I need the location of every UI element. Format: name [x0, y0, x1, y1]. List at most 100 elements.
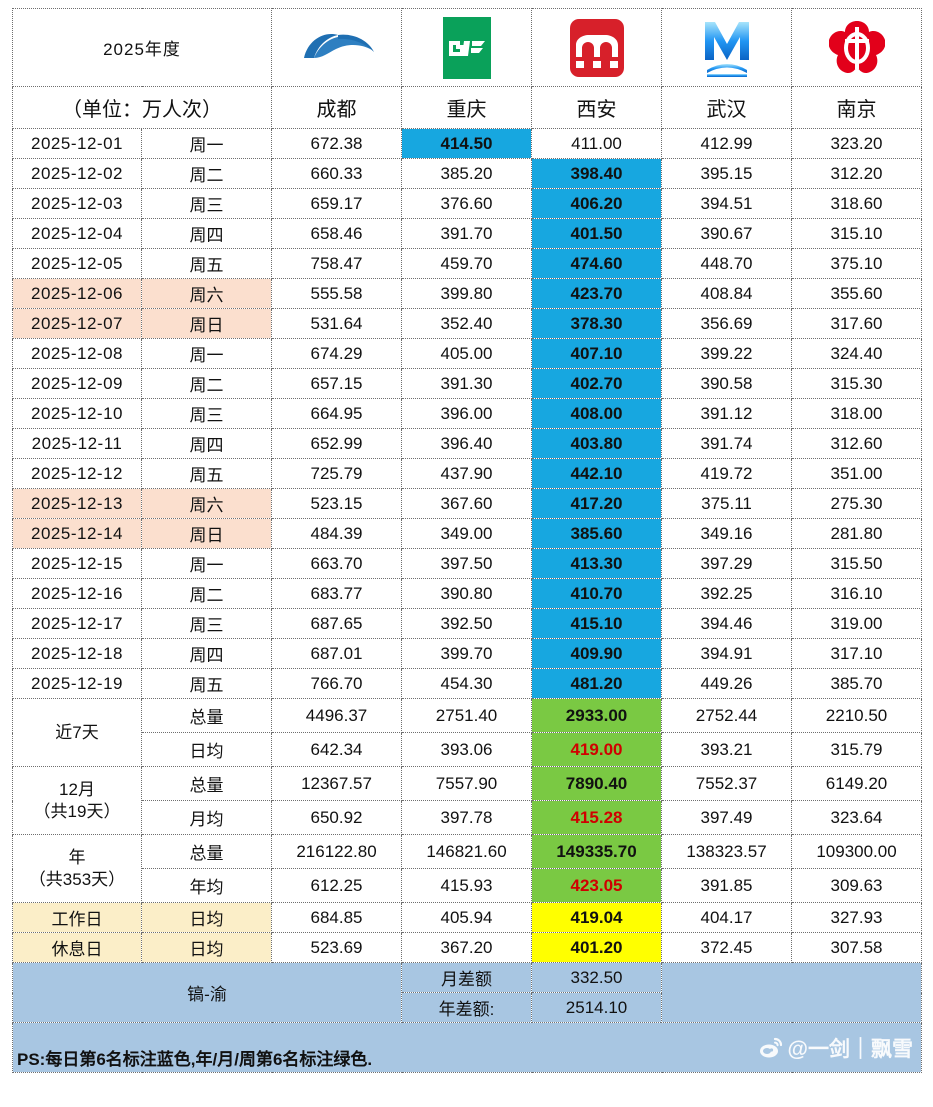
date-cell: 2025-12-16 [12, 578, 142, 609]
value-cell-武汉: 408.84 [661, 278, 793, 309]
date-cell: 2025-12-11 [12, 428, 142, 459]
table-row: 2025-12-02 周二 660.33 385.20 398.40 395.15 312.… [12, 158, 923, 189]
value-cell-南京: 275.30 [791, 488, 923, 519]
value-cell-南京: 351.00 [791, 458, 923, 489]
daytype-label: 工作日 [12, 902, 142, 933]
summary-value-武汉: 2752.44 [661, 698, 793, 733]
summary-value-重庆: 146821.60 [401, 834, 533, 869]
daytype-value-西安: 419.04 [531, 902, 663, 933]
weekday-cell: 周五 [140, 248, 273, 279]
date-cell: 2025-12-13 [12, 488, 142, 519]
value-cell-南京: 315.30 [791, 368, 923, 399]
value-cell-成都: 523.15 [271, 488, 403, 519]
table-row: 2025-12-09 周二 657.15 391.30 402.70 390.58 315.… [12, 368, 923, 399]
header-logo-row: 2025年度 [11, 8, 923, 87]
value-cell-重庆: 385.20 [401, 158, 533, 189]
value-cell-西安: 409.90 [531, 638, 663, 669]
value-cell-武汉: 448.70 [661, 248, 793, 279]
summary-value-成都: 642.34 [271, 732, 403, 767]
value-cell-武汉: 391.12 [661, 398, 793, 429]
summary-value-重庆: 397.78 [401, 800, 533, 835]
summary-value-西安: 149335.70 [531, 834, 663, 869]
value-cell-重庆: 376.60 [401, 188, 533, 219]
diff-band-filler [661, 962, 923, 1023]
value-cell-重庆: 399.70 [401, 638, 533, 669]
value-cell-成都: 683.77 [271, 578, 403, 609]
value-cell-西安: 442.10 [531, 458, 663, 489]
summary-value-武汉: 397.49 [661, 800, 793, 835]
xian-metro-logo [533, 12, 661, 84]
value-cell-南京: 317.60 [791, 308, 923, 339]
weekday-cell: 周日 [140, 518, 273, 549]
value-cell-成都: 725.79 [271, 458, 403, 489]
date-cell: 2025-12-19 [12, 668, 142, 699]
watermark-handle: @一剑｜飘雪 [787, 1037, 914, 1061]
weekday-cell: 周四 [140, 638, 273, 669]
table-row: 2025-12-19 周五 766.70 454.30 481.20 449.26 385.… [12, 668, 923, 699]
diff-band-row: 镐-渝 月差额 332.50 [11, 962, 923, 1023]
summary-metric-label: 年均 [140, 868, 273, 903]
weekday-cell: 周一 [140, 548, 273, 579]
note-row: PS:每日第6名标注蓝色,年/月/周第6名标注绿色. @一剑｜飘雪 [11, 1022, 923, 1073]
value-cell-南京: 312.20 [791, 158, 923, 189]
value-cell-南京: 315.50 [791, 548, 923, 579]
table-row: 2025-12-08 周一 674.29 405.00 407.10 399.22 324.… [12, 338, 923, 369]
weibo-icon [759, 1036, 783, 1060]
value-cell-武汉: 412.99 [661, 128, 793, 159]
summary-value-西安: 2933.00 [531, 698, 663, 733]
value-cell-武汉: 375.11 [661, 488, 793, 519]
city-logo-cell-武汉 [661, 8, 793, 87]
daytype-value-武汉: 404.17 [661, 902, 793, 933]
value-cell-武汉: 397.29 [661, 548, 793, 579]
summary-row: 近7天 总量 4496.37 2751.40 2933.00 2752.44 2210.50 [12, 698, 923, 767]
summary-row: 年均 612.25 415.93 423.05 391.85 309.63 [13, 868, 923, 903]
wuhan-metro-logo [663, 12, 791, 84]
summary-value-西安: 7890.40 [531, 766, 663, 801]
daytype-row: 工作日 日均 684.85 405.94 419.04 404.17 327.93 [12, 902, 923, 933]
column-header-西安: 西安 [531, 86, 663, 129]
date-cell: 2025-12-07 [12, 308, 142, 339]
summary-metric-label: 总量 [140, 834, 273, 869]
date-cell: 2025-12-04 [12, 218, 142, 249]
daytype-value-重庆: 405.94 [401, 902, 533, 933]
summary-group-label: 12月 （共19天） [12, 766, 142, 835]
weekday-cell: 周三 [140, 608, 273, 639]
summary-value-成都: 216122.80 [271, 834, 403, 869]
summary-value-南京: 6149.20 [791, 766, 923, 801]
weekday-cell: 周日 [140, 308, 273, 339]
value-cell-重庆: 367.60 [401, 488, 533, 519]
value-cell-西安: 417.20 [531, 488, 663, 519]
value-cell-西安: 407.10 [531, 338, 663, 369]
table-row: 2025-12-03 周三 659.17 376.60 406.20 394.51 318.… [12, 188, 923, 219]
summary-group-label: 年（共353天） [12, 834, 142, 903]
summary-row: 年（共353天） 总量 216122.80 146821.60 149335.70 138… [12, 834, 923, 903]
summary-value-西安: 419.00 [531, 732, 663, 767]
table-row: 2025-12-04 周四 658.46 391.70 401.50 390.67 315.… [12, 218, 923, 249]
value-cell-南京: 281.80 [791, 518, 923, 549]
daytype-value-西安: 401.20 [531, 932, 663, 963]
value-cell-重庆: 391.70 [401, 218, 533, 249]
column-header-成都: 成都 [271, 86, 403, 129]
column-header-南京: 南京 [791, 86, 923, 129]
daytype-value-成都: 523.69 [271, 932, 403, 963]
value-cell-成都: 659.17 [271, 188, 403, 219]
diff-value: 332.50 [531, 962, 663, 993]
value-cell-武汉: 419.72 [661, 458, 793, 489]
weekday-cell: 周二 [140, 158, 273, 189]
value-cell-成都: 758.47 [271, 248, 403, 279]
value-cell-西安: 403.80 [531, 428, 663, 459]
value-cell-西安: 411.00 [531, 128, 663, 159]
date-cell: 2025-12-18 [12, 638, 142, 669]
value-cell-重庆: 392.50 [401, 608, 533, 639]
value-cell-南京: 316.10 [791, 578, 923, 609]
summary-metric-label: 总量 [140, 698, 273, 733]
table-row: 2025-12-15 周一 663.70 397.50 413.30 397.29 315.… [12, 548, 923, 579]
value-cell-成都: 484.39 [271, 518, 403, 549]
value-cell-重庆: 397.50 [401, 548, 533, 579]
daytype-metric-label: 日均 [140, 902, 273, 933]
note-text: PS:每日第6名标注蓝色,年/月/周第6名标注绿色. [17, 1050, 373, 1069]
value-cell-武汉: 390.67 [661, 218, 793, 249]
chongqing-metro-logo [403, 12, 531, 84]
page-title: 2025年度 [11, 8, 273, 87]
value-cell-南京: 318.00 [791, 398, 923, 429]
